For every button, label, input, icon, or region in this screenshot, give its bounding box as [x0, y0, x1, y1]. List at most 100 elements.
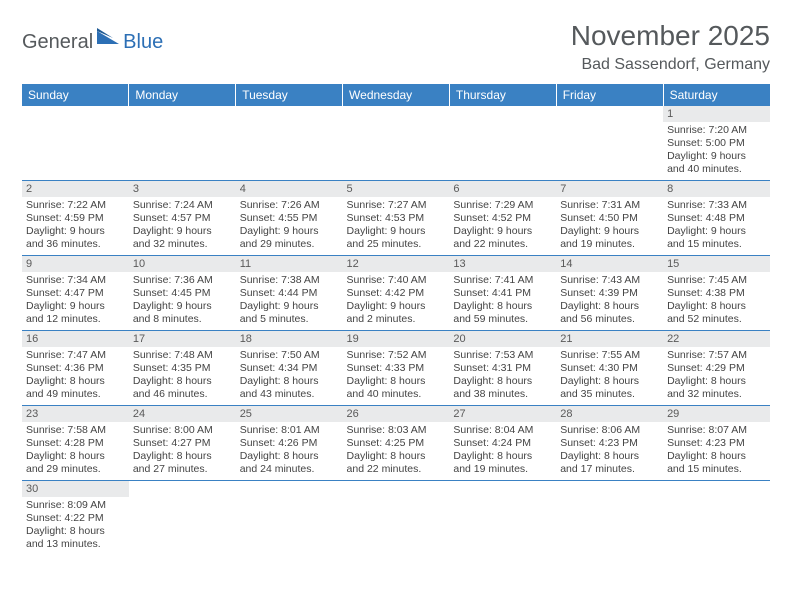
day-details: Sunrise: 7:24 AMSunset: 4:57 PMDaylight:… [129, 197, 236, 255]
detail-line: Sunrise: 7:27 AM [347, 199, 446, 212]
detail-line: Sunset: 4:42 PM [347, 287, 446, 300]
day-cell: 5Sunrise: 7:27 AMSunset: 4:53 PMDaylight… [343, 181, 450, 256]
detail-line: Sunset: 4:27 PM [133, 437, 232, 450]
detail-line: Sunset: 4:39 PM [560, 287, 659, 300]
detail-line: Sunset: 4:53 PM [347, 212, 446, 225]
detail-line: Sunrise: 7:55 AM [560, 349, 659, 362]
day-number: 25 [236, 406, 343, 422]
detail-line: Sunset: 4:33 PM [347, 362, 446, 375]
detail-line: Sunset: 4:57 PM [133, 212, 232, 225]
day-header-row: Sunday Monday Tuesday Wednesday Thursday… [22, 84, 770, 106]
week-row: 23Sunrise: 7:58 AMSunset: 4:28 PMDayligh… [22, 406, 770, 481]
week-row: 30Sunrise: 8:09 AMSunset: 4:22 PMDayligh… [22, 481, 770, 556]
day-cell: 14Sunrise: 7:43 AMSunset: 4:39 PMDayligh… [556, 256, 663, 331]
detail-line: and 27 minutes. [133, 463, 232, 476]
day-number: 7 [556, 181, 663, 197]
day-cell: .. [556, 481, 663, 556]
week-row: 16Sunrise: 7:47 AMSunset: 4:36 PMDayligh… [22, 331, 770, 406]
detail-line: and 19 minutes. [453, 463, 552, 476]
day-cell: .. [663, 481, 770, 556]
detail-line: Daylight: 8 hours [133, 375, 232, 388]
detail-line: Sunset: 5:00 PM [667, 137, 766, 150]
day-cell: 20Sunrise: 7:53 AMSunset: 4:31 PMDayligh… [449, 331, 556, 406]
detail-line: and 35 minutes. [560, 388, 659, 401]
detail-line: Sunset: 4:38 PM [667, 287, 766, 300]
day-details: Sunrise: 7:55 AMSunset: 4:30 PMDaylight:… [556, 347, 663, 405]
day-cell: 6Sunrise: 7:29 AMSunset: 4:52 PMDaylight… [449, 181, 556, 256]
detail-line: Daylight: 8 hours [453, 300, 552, 313]
detail-line: Sunset: 4:25 PM [347, 437, 446, 450]
day-details: Sunrise: 7:34 AMSunset: 4:47 PMDaylight:… [22, 272, 129, 330]
detail-line: and 15 minutes. [667, 463, 766, 476]
day-details: Sunrise: 7:57 AMSunset: 4:29 PMDaylight:… [663, 347, 770, 405]
detail-line: Sunset: 4:50 PM [560, 212, 659, 225]
day-details: Sunrise: 8:03 AMSunset: 4:25 PMDaylight:… [343, 422, 450, 480]
day-number: 16 [22, 331, 129, 347]
detail-line: Sunrise: 8:01 AM [240, 424, 339, 437]
detail-line: Sunrise: 7:22 AM [26, 199, 125, 212]
day-header: Saturday [663, 84, 770, 106]
detail-line: Daylight: 9 hours [240, 225, 339, 238]
day-details: Sunrise: 7:27 AMSunset: 4:53 PMDaylight:… [343, 197, 450, 255]
detail-line: Sunrise: 8:00 AM [133, 424, 232, 437]
day-cell: 28Sunrise: 8:06 AMSunset: 4:23 PMDayligh… [556, 406, 663, 481]
detail-line: Daylight: 9 hours [347, 300, 446, 313]
detail-line: Sunset: 4:23 PM [560, 437, 659, 450]
day-number: 9 [22, 256, 129, 272]
detail-line: Sunset: 4:23 PM [667, 437, 766, 450]
detail-line: Sunrise: 7:26 AM [240, 199, 339, 212]
day-cell: 4Sunrise: 7:26 AMSunset: 4:55 PMDaylight… [236, 181, 343, 256]
day-number: 15 [663, 256, 770, 272]
day-details: Sunrise: 7:58 AMSunset: 4:28 PMDaylight:… [22, 422, 129, 480]
day-number: 12 [343, 256, 450, 272]
detail-line: Sunrise: 7:57 AM [667, 349, 766, 362]
detail-line: Sunrise: 8:09 AM [26, 499, 125, 512]
detail-line: Sunset: 4:28 PM [26, 437, 125, 450]
day-details: Sunrise: 7:41 AMSunset: 4:41 PMDaylight:… [449, 272, 556, 330]
detail-line: Daylight: 8 hours [26, 525, 125, 538]
day-cell: 25Sunrise: 8:01 AMSunset: 4:26 PMDayligh… [236, 406, 343, 481]
detail-line: Daylight: 8 hours [667, 300, 766, 313]
logo-text-general: General [22, 31, 93, 54]
detail-line: Sunset: 4:47 PM [26, 287, 125, 300]
calendar-table: Sunday Monday Tuesday Wednesday Thursday… [22, 84, 770, 555]
detail-line: and 22 minutes. [453, 238, 552, 251]
detail-line: Daylight: 8 hours [26, 375, 125, 388]
day-details: Sunrise: 7:36 AMSunset: 4:45 PMDaylight:… [129, 272, 236, 330]
detail-line: and 32 minutes. [133, 238, 232, 251]
day-details: Sunrise: 8:01 AMSunset: 4:26 PMDaylight:… [236, 422, 343, 480]
detail-line: Sunset: 4:55 PM [240, 212, 339, 225]
day-details: Sunrise: 7:29 AMSunset: 4:52 PMDaylight:… [449, 197, 556, 255]
day-cell: 13Sunrise: 7:41 AMSunset: 4:41 PMDayligh… [449, 256, 556, 331]
day-header: Sunday [22, 84, 129, 106]
day-number: 13 [449, 256, 556, 272]
day-header: Tuesday [236, 84, 343, 106]
detail-line: Sunrise: 7:20 AM [667, 124, 766, 137]
detail-line: and 12 minutes. [26, 313, 125, 326]
day-details: Sunrise: 8:06 AMSunset: 4:23 PMDaylight:… [556, 422, 663, 480]
detail-line: and 17 minutes. [560, 463, 659, 476]
detail-line: and 19 minutes. [560, 238, 659, 251]
day-details: Sunrise: 7:47 AMSunset: 4:36 PMDaylight:… [22, 347, 129, 405]
detail-line: Sunrise: 7:24 AM [133, 199, 232, 212]
day-cell: 17Sunrise: 7:48 AMSunset: 4:35 PMDayligh… [129, 331, 236, 406]
day-number: 29 [663, 406, 770, 422]
day-details: Sunrise: 7:53 AMSunset: 4:31 PMDaylight:… [449, 347, 556, 405]
day-cell: 21Sunrise: 7:55 AMSunset: 4:30 PMDayligh… [556, 331, 663, 406]
day-cell: 12Sunrise: 7:40 AMSunset: 4:42 PMDayligh… [343, 256, 450, 331]
day-number: 6 [449, 181, 556, 197]
detail-line: Sunrise: 7:47 AM [26, 349, 125, 362]
day-cell: .. [129, 106, 236, 181]
detail-line: Daylight: 8 hours [667, 375, 766, 388]
detail-line: Sunrise: 7:50 AM [240, 349, 339, 362]
day-number: 26 [343, 406, 450, 422]
detail-line: Sunset: 4:31 PM [453, 362, 552, 375]
day-number: 20 [449, 331, 556, 347]
detail-line: and 5 minutes. [240, 313, 339, 326]
detail-line: Daylight: 9 hours [133, 300, 232, 313]
title-block: November 2025 Bad Sassendorf, Germany [571, 20, 770, 74]
detail-line: and 15 minutes. [667, 238, 766, 251]
logo: General Blue [22, 28, 163, 57]
detail-line: and 22 minutes. [347, 463, 446, 476]
day-header: Thursday [449, 84, 556, 106]
